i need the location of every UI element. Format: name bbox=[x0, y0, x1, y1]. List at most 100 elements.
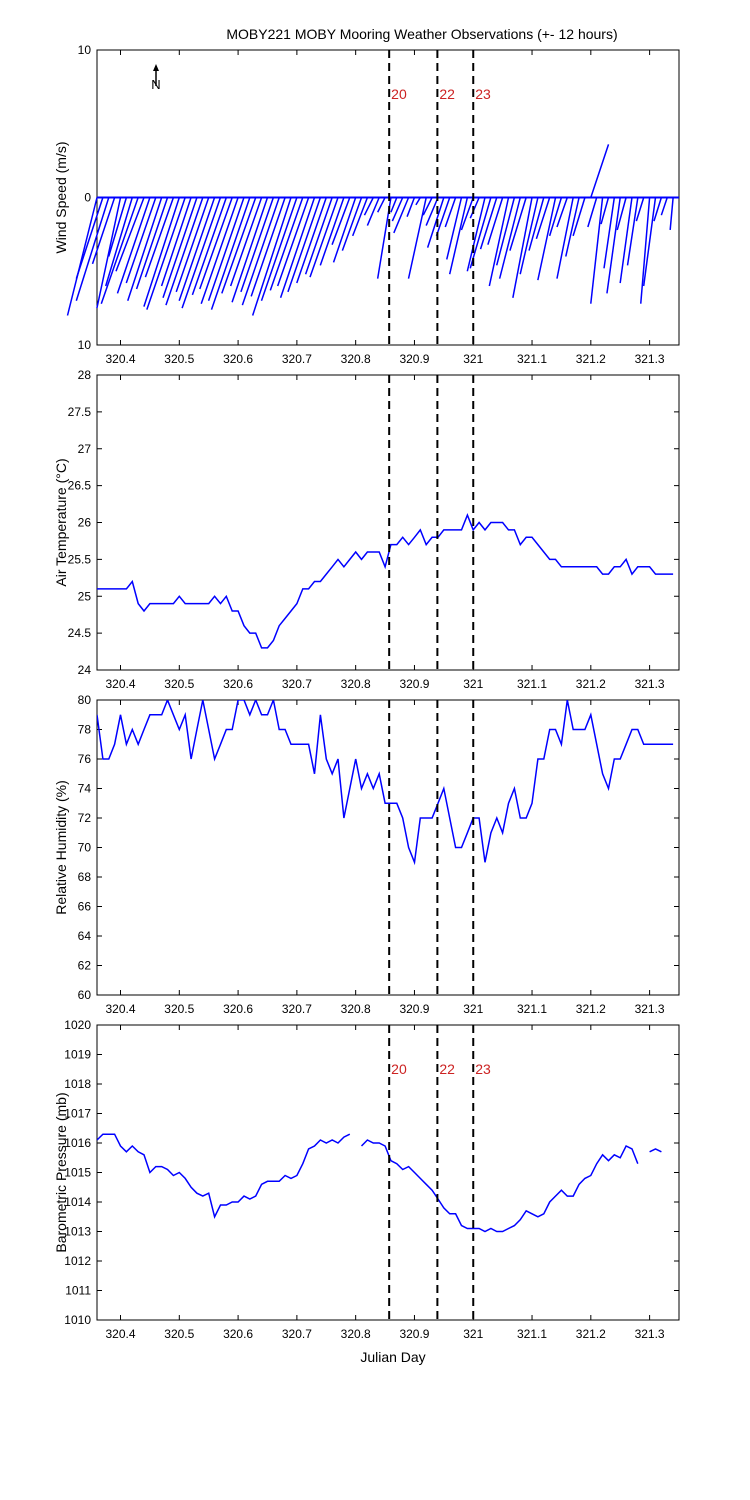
x-tick-label: 321.3 bbox=[635, 352, 665, 366]
wind-stick bbox=[221, 197, 257, 294]
wind-stick bbox=[498, 197, 521, 279]
wind-stick bbox=[572, 197, 586, 237]
y-tick-label: 27 bbox=[78, 442, 92, 456]
x-tick-label: 320.8 bbox=[341, 1327, 371, 1341]
marker-label: 20 bbox=[391, 1061, 407, 1077]
wind-stick bbox=[319, 197, 345, 266]
wind-stick bbox=[229, 197, 263, 287]
x-tick-label: 321.1 bbox=[517, 677, 547, 691]
x-tick-label: 321.1 bbox=[517, 1327, 547, 1341]
x-tick-label: 321 bbox=[463, 1327, 483, 1341]
wind-stick bbox=[565, 197, 580, 257]
wind-stick bbox=[100, 197, 139, 304]
x-tick-label: 321.1 bbox=[517, 1002, 547, 1016]
wind-stick bbox=[105, 197, 133, 287]
wind-stick bbox=[178, 197, 216, 301]
x-tick-label: 320.9 bbox=[399, 677, 429, 691]
marker-label: 20 bbox=[391, 86, 407, 102]
wind-stick bbox=[191, 197, 228, 296]
wind-stick bbox=[146, 197, 186, 310]
wind-stick bbox=[606, 197, 621, 294]
x-tick-label: 321.3 bbox=[635, 1002, 665, 1016]
y-tick-label: 74 bbox=[78, 782, 92, 796]
wind-stick bbox=[426, 197, 445, 248]
x-tick-label: 320.7 bbox=[282, 677, 312, 691]
x-tick-label: 320.6 bbox=[223, 352, 253, 366]
wind-stick bbox=[351, 197, 369, 237]
wind-stick bbox=[393, 197, 410, 234]
panel-4: 320.4 320.5 320.6 320.7 320.8 320.9 321 321.1 32… bbox=[53, 1018, 680, 1341]
wind-stick bbox=[75, 197, 104, 279]
y-tick-label: 24.5 bbox=[68, 626, 92, 640]
wind-stick bbox=[556, 197, 574, 279]
y-tick-label: 24 bbox=[78, 663, 92, 677]
wind-stick bbox=[144, 197, 175, 278]
y-tick-label: 27.5 bbox=[68, 405, 92, 419]
figure-title: MOBY221 MOBY Mooring Weather Observation… bbox=[226, 26, 617, 42]
y-tick-label: 1010 bbox=[64, 1313, 91, 1327]
x-tick-label: 320.4 bbox=[105, 1327, 135, 1341]
panel-2: 320.4 320.5 320.6 320.7 320.8 320.9 321 321.1 32… bbox=[53, 368, 680, 691]
marker-label: 22 bbox=[439, 1061, 455, 1077]
wind-stick bbox=[487, 197, 504, 245]
wind-stick bbox=[407, 197, 427, 279]
wind-stick bbox=[460, 197, 474, 231]
x-tick-label: 320.8 bbox=[341, 352, 371, 366]
x-tick-label: 320.6 bbox=[223, 1327, 253, 1341]
wind-stick bbox=[469, 197, 492, 269]
plot-frame bbox=[96, 374, 680, 671]
wind-stick bbox=[377, 197, 386, 213]
x-tick-label: 320.5 bbox=[164, 677, 194, 691]
wind-stick bbox=[619, 197, 633, 284]
wind-stick bbox=[279, 197, 316, 299]
series-line bbox=[97, 700, 674, 866]
y-tick-label: 10 bbox=[78, 338, 92, 352]
wind-stick bbox=[199, 197, 233, 290]
wind-stick bbox=[512, 197, 533, 298]
y-tick-label: 64 bbox=[78, 929, 92, 943]
wind-stick bbox=[341, 197, 363, 251]
y-axis-label: Barometric Pressure (mb) bbox=[53, 1092, 69, 1252]
wind-stick bbox=[435, 197, 451, 237]
wind-stick bbox=[331, 197, 351, 245]
y-tick-label: 26 bbox=[78, 516, 92, 530]
x-tick-label: 320.7 bbox=[282, 1002, 312, 1016]
wind-stick bbox=[116, 197, 151, 294]
wind-stick bbox=[127, 197, 163, 301]
x-tick-label: 320.5 bbox=[164, 352, 194, 366]
wind-stick bbox=[251, 197, 292, 316]
x-tick-label: 320.9 bbox=[399, 352, 429, 366]
wind-stick bbox=[363, 197, 374, 216]
wind-stick bbox=[332, 197, 357, 263]
wind-stick bbox=[448, 197, 469, 275]
series-line bbox=[97, 1133, 662, 1233]
marker-label: 23 bbox=[475, 1061, 491, 1077]
x-tick-label: 320.7 bbox=[282, 352, 312, 366]
wind-stick bbox=[391, 197, 404, 222]
wind-stick bbox=[537, 197, 557, 281]
y-tick-label: 60 bbox=[78, 988, 92, 1002]
wind-stick bbox=[162, 197, 198, 299]
y-tick-label: 1015 bbox=[64, 1166, 91, 1180]
wind-stick bbox=[135, 197, 169, 290]
wind-stick bbox=[231, 197, 269, 303]
wind-stick bbox=[210, 197, 251, 310]
x-tick-label: 320.6 bbox=[223, 1002, 253, 1016]
wind-stick bbox=[269, 197, 304, 291]
wind-stick bbox=[425, 197, 439, 226]
wind-stick bbox=[616, 197, 627, 231]
wind-stick bbox=[241, 197, 280, 306]
wind-stick bbox=[200, 197, 239, 304]
wind-stick bbox=[143, 197, 181, 307]
wind-stick bbox=[600, 197, 610, 225]
x-tick-label: 320.8 bbox=[341, 1002, 371, 1016]
wind-stick bbox=[548, 197, 563, 237]
x-tick-label: 320.8 bbox=[341, 677, 371, 691]
wind-stick bbox=[635, 197, 645, 222]
x-tick-label: 321 bbox=[463, 677, 483, 691]
wind-stick bbox=[125, 197, 157, 284]
wind-stick bbox=[535, 197, 551, 240]
wind-stick bbox=[91, 197, 116, 265]
wind-stick bbox=[642, 197, 657, 287]
